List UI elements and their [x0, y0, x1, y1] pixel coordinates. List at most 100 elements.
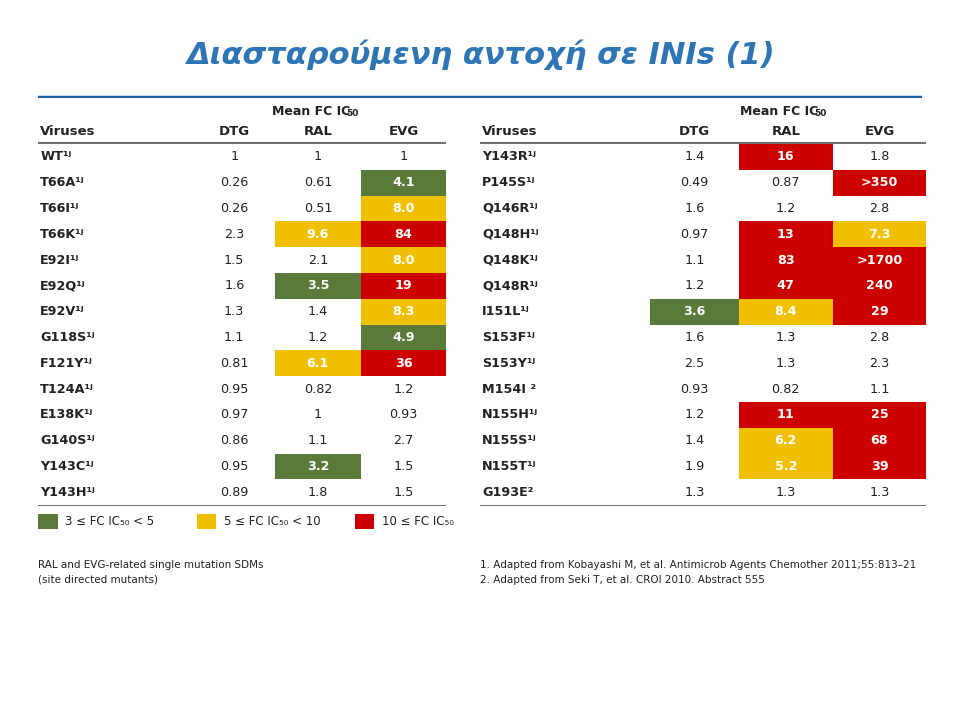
Text: WT¹ʲ: WT¹ʲ [40, 150, 72, 164]
Text: RAL: RAL [771, 125, 801, 138]
Text: 1.4: 1.4 [684, 434, 705, 447]
Text: DTG: DTG [219, 125, 250, 138]
Text: E92I¹ʲ: E92I¹ʲ [40, 254, 80, 267]
Text: EVG: EVG [864, 125, 895, 138]
Text: 2.3: 2.3 [870, 357, 890, 370]
Text: 0.82: 0.82 [772, 382, 800, 395]
Text: 8.3: 8.3 [393, 305, 415, 318]
Text: M154I ²: M154I ² [482, 382, 536, 395]
Text: 2.8: 2.8 [870, 331, 890, 344]
Text: 0.82: 0.82 [303, 382, 332, 395]
Text: 2.1: 2.1 [308, 254, 328, 267]
Text: 5.2: 5.2 [775, 460, 797, 473]
Text: T66A¹ʲ: T66A¹ʲ [40, 176, 84, 189]
Text: E138K¹ʲ: E138K¹ʲ [40, 409, 94, 422]
Text: 1.6: 1.6 [224, 279, 245, 292]
Text: 3.2: 3.2 [306, 460, 329, 473]
Text: N155S¹ʲ: N155S¹ʲ [482, 434, 537, 447]
Text: 0.49: 0.49 [680, 176, 708, 189]
Text: 1.5: 1.5 [224, 254, 245, 267]
Text: 1.4: 1.4 [308, 305, 328, 318]
Text: 1.3: 1.3 [224, 305, 245, 318]
Text: 1.3: 1.3 [776, 357, 796, 370]
Text: 10 ≤ FC IC₅₀: 10 ≤ FC IC₅₀ [382, 515, 454, 528]
Text: 0.93: 0.93 [680, 382, 708, 395]
Text: RAL and EVG-related single mutation SDMs
(site directed mutants): RAL and EVG-related single mutation SDMs… [38, 560, 264, 585]
Text: 1.9: 1.9 [684, 460, 705, 473]
Text: 19: 19 [395, 279, 413, 292]
Text: 11: 11 [777, 409, 795, 422]
Text: 5 ≤ FC IC₅₀ < 10: 5 ≤ FC IC₅₀ < 10 [224, 515, 321, 528]
Text: 1.6: 1.6 [684, 331, 705, 344]
Text: 4.1: 4.1 [393, 176, 415, 189]
Text: 0.51: 0.51 [303, 202, 332, 215]
Text: 0.95: 0.95 [220, 460, 249, 473]
Text: 1: 1 [314, 409, 322, 422]
Text: >350: >350 [861, 176, 899, 189]
Text: 1: 1 [399, 150, 408, 164]
Text: 13: 13 [777, 228, 795, 241]
Text: 50: 50 [814, 109, 827, 118]
Text: 1.3: 1.3 [776, 486, 796, 499]
Text: EVG: EVG [389, 125, 419, 138]
Text: 0.61: 0.61 [303, 176, 332, 189]
Text: 1.1: 1.1 [870, 382, 890, 395]
Text: 2.7: 2.7 [394, 434, 414, 447]
Text: 0.95: 0.95 [220, 382, 249, 395]
Text: 50: 50 [346, 109, 358, 118]
Text: Y143R¹ʲ: Y143R¹ʲ [482, 150, 536, 164]
Text: N155T¹ʲ: N155T¹ʲ [482, 460, 537, 473]
Text: 1.2: 1.2 [308, 331, 328, 344]
Text: E92V¹ʲ: E92V¹ʲ [40, 305, 84, 318]
Text: 1.2: 1.2 [684, 409, 705, 422]
Text: 2.8: 2.8 [870, 202, 890, 215]
Text: 16: 16 [777, 150, 795, 164]
Text: 0.93: 0.93 [390, 409, 418, 422]
Text: RAL: RAL [303, 125, 332, 138]
Text: 3.6: 3.6 [684, 305, 706, 318]
Text: Y143C¹ʲ: Y143C¹ʲ [40, 460, 94, 473]
Text: 1.1: 1.1 [224, 331, 245, 344]
Text: 1.2: 1.2 [394, 382, 414, 395]
Text: 84: 84 [395, 228, 413, 241]
Text: 6.1: 6.1 [306, 357, 329, 370]
Text: I151L¹ʲ: I151L¹ʲ [482, 305, 530, 318]
Text: Q148K¹ʲ: Q148K¹ʲ [482, 254, 538, 267]
Text: 1.8: 1.8 [870, 150, 890, 164]
Text: Mean FC IC: Mean FC IC [740, 105, 818, 118]
Text: Viruses: Viruses [40, 125, 96, 138]
Text: T124A¹ʲ: T124A¹ʲ [40, 382, 94, 395]
Text: 1.5: 1.5 [394, 486, 414, 499]
Text: T66K¹ʲ: T66K¹ʲ [40, 228, 84, 241]
Text: Q148R¹ʲ: Q148R¹ʲ [482, 279, 538, 292]
Text: 1: 1 [230, 150, 238, 164]
Text: Mean FC IC: Mean FC IC [272, 105, 350, 118]
Text: T66I¹ʲ: T66I¹ʲ [40, 202, 80, 215]
Text: >1700: >1700 [856, 254, 902, 267]
Text: 1.3: 1.3 [870, 486, 890, 499]
Text: 1: 1 [314, 150, 322, 164]
Text: P145S¹ʲ: P145S¹ʲ [482, 176, 536, 189]
Text: 2.3: 2.3 [224, 228, 245, 241]
Text: 8.0: 8.0 [393, 202, 415, 215]
Text: 3 ≤ FC IC₅₀ < 5: 3 ≤ FC IC₅₀ < 5 [65, 515, 155, 528]
Text: 2.5: 2.5 [684, 357, 705, 370]
Text: G118S¹ʲ: G118S¹ʲ [40, 331, 95, 344]
Text: 1.1: 1.1 [684, 254, 705, 267]
Text: Διασταρούμενη αντοχή σε INIs (1): Διασταρούμενη αντοχή σε INIs (1) [185, 40, 775, 71]
Text: 8.0: 8.0 [393, 254, 415, 267]
Text: 240: 240 [866, 279, 893, 292]
Text: 0.26: 0.26 [220, 202, 249, 215]
Text: 9.6: 9.6 [306, 228, 329, 241]
Text: 1.4: 1.4 [684, 150, 705, 164]
Text: 68: 68 [871, 434, 888, 447]
Text: 1. Adapted from Kobayashi M, et al. Antimicrob Agents Chemother 2011;55:813–21
2: 1. Adapted from Kobayashi M, et al. Anti… [480, 560, 916, 585]
Text: 25: 25 [871, 409, 888, 422]
Text: DTG: DTG [679, 125, 709, 138]
Text: 0.26: 0.26 [220, 176, 249, 189]
Text: Q148H¹ʲ: Q148H¹ʲ [482, 228, 539, 241]
Text: N155H¹ʲ: N155H¹ʲ [482, 409, 539, 422]
Text: Y143H¹ʲ: Y143H¹ʲ [40, 486, 95, 499]
Text: 36: 36 [395, 357, 413, 370]
Text: 1.1: 1.1 [308, 434, 328, 447]
